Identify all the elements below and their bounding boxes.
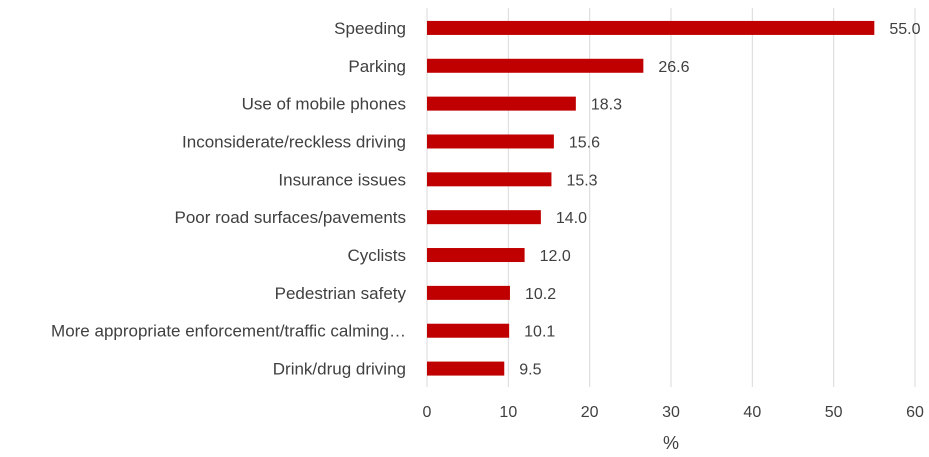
x-tick-label: 10: [499, 404, 517, 421]
category-label: Cyclists: [347, 246, 406, 265]
category-label: Use of mobile phones: [242, 95, 406, 114]
bar: [427, 96, 576, 111]
category-label: More appropriate enforcement/traffic cal…: [51, 322, 406, 341]
value-label: 26.6: [658, 59, 689, 76]
category-label: Inconsiderate/reckless driving: [182, 132, 406, 151]
value-label: 14.0: [556, 210, 587, 227]
bars: [427, 20, 875, 376]
bar: [427, 323, 510, 338]
x-tick-label: 40: [743, 404, 761, 421]
category-label: Poor road surfaces/pavements: [174, 208, 406, 227]
bar: [427, 361, 505, 376]
bar: [427, 134, 554, 149]
x-tick-label: 50: [825, 404, 843, 421]
category-label: Drink/drug driving: [273, 360, 406, 379]
value-label: 15.3: [566, 172, 597, 189]
category-labels: Speeding Parking Use of mobile phones Incon…: [51, 19, 406, 379]
category-label: Parking: [348, 57, 406, 76]
x-tick-label: 60: [906, 404, 924, 421]
category-label: Pedestrian safety: [275, 284, 407, 303]
x-tick-label: 20: [581, 404, 599, 421]
value-label: 10.1: [524, 324, 555, 341]
x-tick-labels: 0 10 20 30 40 50 60: [423, 404, 924, 421]
bar: [427, 248, 525, 263]
x-tick-label: 0: [423, 404, 432, 421]
category-label: Speeding: [334, 19, 406, 38]
bar: [427, 210, 541, 225]
value-label: 55.0: [889, 21, 920, 38]
bar: [427, 172, 552, 187]
x-tick-label: 30: [662, 404, 680, 421]
bar: [427, 285, 510, 300]
category-label: Insurance issues: [278, 170, 406, 189]
value-label: 15.6: [569, 134, 600, 151]
bar: [427, 20, 875, 35]
value-label: 12.0: [540, 248, 571, 265]
value-labels: 55.0 26.6 18.3 15.6 15.3 14.0 12.0 10.2 10.1 9.5: [519, 21, 920, 379]
value-label: 18.3: [591, 97, 622, 114]
x-axis-title: %: [663, 433, 679, 453]
bar: [427, 58, 644, 73]
value-label: 10.2: [525, 286, 556, 303]
value-label: 9.5: [519, 362, 541, 379]
